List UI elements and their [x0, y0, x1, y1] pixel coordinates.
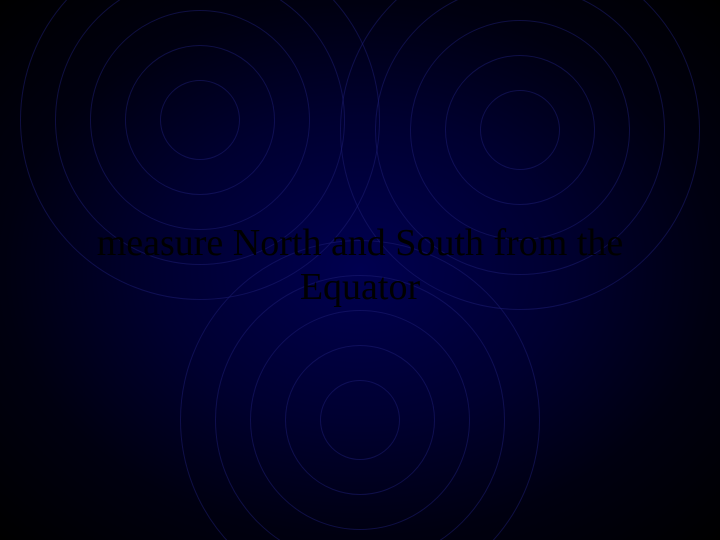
- slide-text-line1: measure North and South from the: [40, 222, 680, 266]
- slide-text: measure North and South from the Equator: [0, 222, 720, 309]
- slide-text-line2: Equator: [40, 266, 680, 310]
